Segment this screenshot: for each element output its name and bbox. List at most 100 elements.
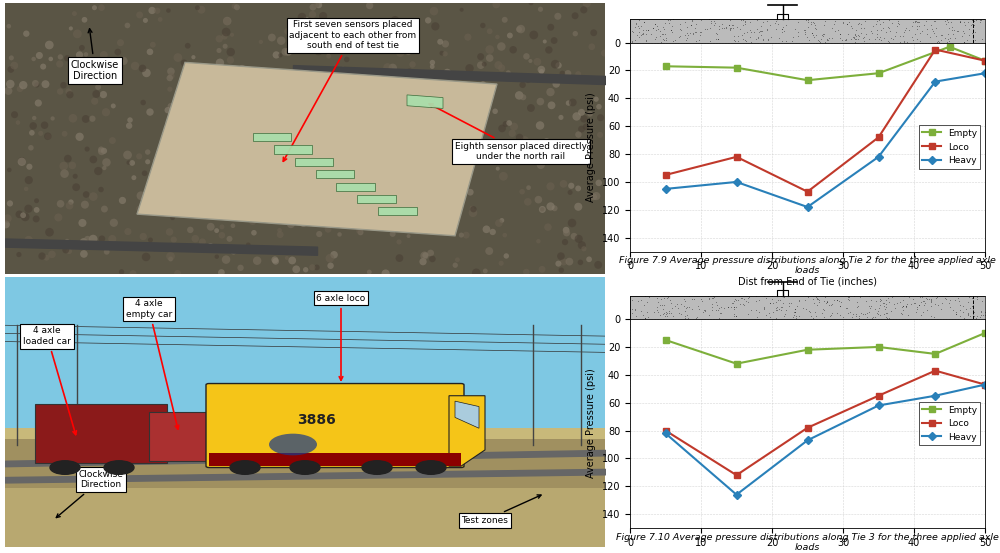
Point — [160, 190, 176, 199]
Point — [778, 36, 794, 45]
Point — [211, 34, 227, 43]
Point — [727, 294, 743, 303]
Point — [563, 181, 579, 190]
Point — [736, 294, 752, 303]
Circle shape — [362, 461, 392, 474]
Point — [669, 300, 685, 309]
Point — [711, 314, 727, 322]
Point — [885, 291, 901, 300]
Line: Empty: Empty — [663, 330, 988, 367]
Point — [756, 305, 772, 314]
Point — [730, 32, 746, 40]
Point — [872, 300, 888, 309]
Point — [843, 22, 859, 31]
Point — [941, 299, 957, 307]
Point — [160, 106, 176, 114]
Point — [392, 178, 408, 186]
Point — [732, 24, 748, 33]
Point — [312, 110, 328, 119]
Point — [944, 26, 960, 35]
Point — [78, 50, 94, 59]
Polygon shape — [253, 133, 291, 141]
Point — [752, 27, 768, 35]
Point — [256, 152, 272, 161]
Point — [534, 205, 550, 214]
Point — [849, 302, 865, 311]
Point — [834, 35, 850, 44]
Point — [869, 309, 885, 317]
Point — [466, 125, 482, 134]
Y-axis label: Average Pressure (psi): Average Pressure (psi) — [586, 92, 596, 202]
Empty — [944, 44, 956, 50]
Point — [650, 24, 666, 33]
Point — [878, 300, 894, 309]
Point — [868, 19, 884, 28]
Point — [574, 241, 590, 249]
Point — [879, 314, 895, 322]
Point — [494, 216, 510, 225]
Point — [522, 56, 538, 65]
Point — [684, 304, 700, 313]
Point — [383, 139, 399, 148]
Point — [896, 38, 912, 46]
Point — [177, 176, 193, 185]
Point — [945, 29, 961, 38]
Point — [468, 81, 484, 90]
Point — [965, 36, 981, 45]
Point — [646, 308, 662, 317]
Point — [506, 122, 522, 131]
Point — [784, 37, 800, 46]
Text: Test zones: Test zones — [462, 495, 541, 525]
Point — [624, 296, 640, 305]
Point — [769, 291, 785, 300]
Point — [816, 312, 832, 321]
Point — [95, 90, 111, 99]
Point — [424, 62, 440, 71]
Point — [907, 299, 923, 307]
Point — [30, 98, 46, 107]
Point — [773, 302, 789, 311]
Point — [815, 304, 831, 313]
Point — [582, 109, 598, 118]
Point — [345, 208, 361, 217]
Point — [385, 130, 401, 139]
Legend: Empty, Loco, Heavy: Empty, Loco, Heavy — [919, 402, 980, 445]
Point — [658, 33, 674, 42]
Point — [746, 27, 762, 36]
Point — [875, 299, 891, 307]
Point — [182, 226, 198, 234]
Point — [842, 307, 858, 316]
Point — [369, 92, 385, 101]
Point — [873, 26, 889, 35]
Point — [87, 97, 103, 106]
Point — [588, 192, 604, 201]
Point — [342, 71, 358, 80]
Point — [112, 57, 128, 66]
Point — [916, 21, 932, 30]
Point — [354, 146, 370, 155]
Point — [40, 132, 56, 140]
Point — [234, 64, 250, 73]
Point — [761, 309, 777, 317]
Point — [348, 160, 364, 169]
Bar — [5, 434, 605, 547]
Point — [960, 309, 976, 317]
Point — [928, 24, 944, 33]
Point — [532, 97, 548, 106]
Point — [878, 312, 894, 321]
Point — [362, 1, 378, 10]
Point — [759, 17, 775, 25]
Point — [306, 212, 322, 221]
Point — [597, 49, 613, 58]
Point — [227, 2, 243, 11]
Point — [702, 36, 718, 45]
Point — [658, 35, 674, 44]
Point — [768, 298, 784, 306]
Point — [697, 25, 713, 34]
Point — [911, 22, 927, 30]
Point — [570, 184, 586, 193]
Point — [930, 36, 946, 45]
Point — [570, 202, 586, 211]
Point — [391, 201, 407, 210]
Point — [709, 30, 725, 39]
